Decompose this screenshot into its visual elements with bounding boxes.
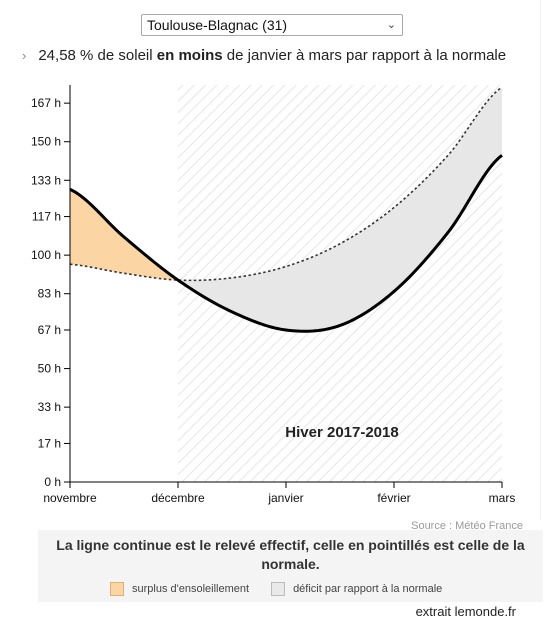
actual-line [69, 154, 503, 333]
surplus-swatch [110, 582, 124, 596]
x-tick-label: novembre [43, 491, 97, 505]
x-tick-label: février [377, 491, 410, 505]
y-tick-label: 117 h [32, 210, 61, 224]
y-tick-label: 0 h [44, 475, 61, 489]
y-tick-label: 50 h [38, 362, 61, 376]
station-select-value: Toulouse-Blagnac (31) [147, 17, 288, 33]
x-ticks: novembre décembre janvier février mars [43, 482, 515, 505]
x-tick-label: mars [489, 491, 516, 505]
legend-row: surplus d'ensoleillement déficit par rap… [110, 582, 442, 596]
summary-emphasis: en moins [156, 47, 223, 64]
chevron-down-icon[interactable]: ⌄ [386, 19, 396, 31]
legend-title: La ligne continue est le relevé effectif… [56, 537, 525, 572]
y-tick-label: 100 h [31, 248, 61, 262]
station-select[interactable]: Toulouse-Blagnac (31) ⌄ [141, 14, 403, 36]
y-tick-label: 167 h [31, 96, 61, 110]
legend-box: La ligne continue est le relevé effectif… [38, 530, 543, 602]
deficit-label: déficit par rapport à la normale [293, 583, 443, 595]
summary-text: › 24,58 % de soleil en moins de janvier à… [22, 47, 506, 64]
credit: extrait lemonde.fr [415, 604, 516, 619]
x-tick-label: janvier [267, 491, 303, 505]
sunshine-chart: 0 h 17 h 33 h 50 h 67 h 83 h 100 h 117 h 133 h 15… [31, 85, 515, 505]
deficit-area [178, 87, 502, 332]
chevron-right-icon: › [22, 48, 27, 63]
y-tick-label: 67 h [38, 323, 61, 337]
side-rule [540, 0, 541, 520]
y-tick-label: 133 h [31, 173, 61, 187]
summary-prefix: 24,58 % de soleil [38, 47, 153, 64]
x-tick-label: décembre [151, 491, 205, 505]
deficit-swatch [271, 582, 286, 596]
chart-title: Hiver 2017-2018 [285, 424, 398, 441]
summary-suffix: de janvier à mars par rapport à la norma… [226, 47, 507, 64]
y-tick-label: 150 h [31, 135, 61, 149]
surplus-label: surplus d'ensoleillement [132, 583, 250, 595]
y-tick-label: 17 h [38, 436, 61, 450]
y-ticks: 0 h 17 h 33 h 50 h 67 h 83 h 100 h 117 h 133 h 15… [31, 96, 70, 489]
y-tick-label: 33 h [38, 400, 61, 414]
source-note: Source : Météo France [411, 520, 523, 532]
y-tick-label: 83 h [38, 287, 61, 301]
normal-line [69, 86, 503, 282]
